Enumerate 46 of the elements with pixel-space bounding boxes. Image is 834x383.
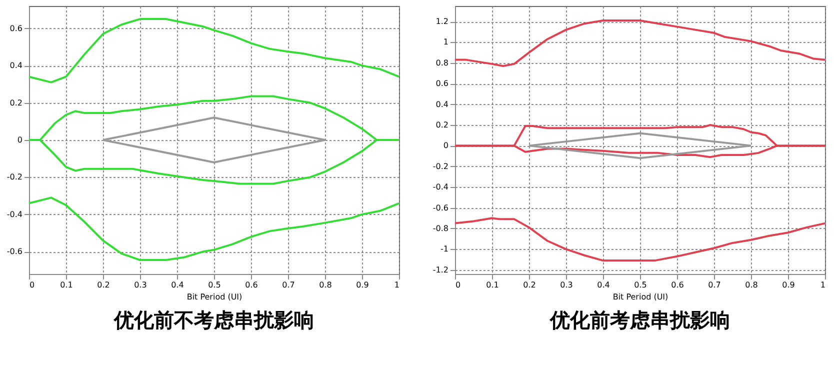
y-tick-label: 0.6	[436, 79, 448, 88]
x-tick-label: 0.8	[745, 280, 758, 290]
y-tick-label: 0	[443, 141, 448, 150]
x-tick-label: 0.6	[245, 280, 258, 290]
x-tick-label: 0	[30, 280, 35, 290]
y-tick-label: -0.2	[6, 172, 22, 182]
x-tick-label: 0.3	[134, 280, 147, 290]
x-tick-label: 0.7	[282, 280, 295, 290]
y-tick-label: 1.2	[436, 17, 448, 26]
x-tick-label: 0.7	[708, 280, 721, 290]
x-axis-title: Bit Period (UI)	[612, 292, 668, 302]
y-tick-label: 0.2	[10, 98, 22, 108]
y-tick-label: -0.6	[6, 247, 22, 256]
x-tick-label: 0.5	[208, 280, 221, 290]
x-tick-label: 0.3	[560, 280, 573, 290]
y-tick-label: -1.2	[432, 265, 448, 274]
y-tick-label: 0.2	[436, 120, 448, 130]
y-tick-label: 0.8	[436, 58, 448, 68]
x-tick-label: 0.1	[60, 280, 73, 290]
y-tick-label: 0	[17, 136, 22, 144]
x-tick-label: 0	[456, 280, 461, 290]
y-tick-label: -1	[440, 244, 448, 254]
x-tick-label: 0.5	[634, 280, 647, 290]
y-tick-label: 0.6	[10, 24, 22, 33]
y-tick-label: -0.4	[6, 210, 22, 219]
x-tick-label: 0.9	[782, 280, 795, 290]
text: 优化前不考虑串扰影响	[113, 308, 314, 332]
x-tick-label: 0.9	[356, 280, 369, 290]
x-axis-title: Bit Period (UI)	[186, 292, 242, 302]
x-tick-label: 0.1	[486, 280, 499, 290]
y-tick-label: -0.4	[432, 182, 448, 192]
x-tick-label: 0.6	[671, 280, 684, 290]
y-tick-label: 1	[443, 38, 448, 47]
x-tick-label: 1	[820, 280, 826, 290]
y-tick-label: -0.2	[432, 162, 448, 171]
x-tick-label: 0.2	[523, 280, 536, 290]
x-tick-label: 1	[394, 280, 400, 290]
x-tick-label: 0.4	[597, 280, 610, 290]
x-tick-label: 0.8	[319, 280, 332, 290]
y-tick-label: -0.8	[432, 224, 448, 233]
x-tick-label: 0.4	[171, 280, 184, 290]
x-tick-label: 0.2	[97, 280, 110, 290]
y-tick-label: 0.4	[10, 61, 22, 70]
y-tick-label: 0.4	[436, 100, 448, 109]
text: 优化前考虑串扰影响	[549, 308, 730, 332]
y-tick-label: -0.6	[432, 203, 448, 212]
